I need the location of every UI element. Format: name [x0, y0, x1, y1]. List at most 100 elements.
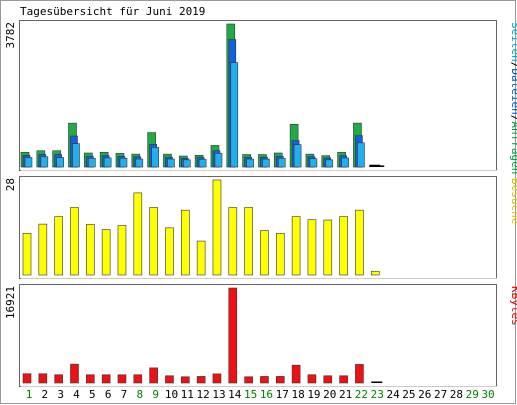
- day-label-13: 13: [212, 388, 225, 401]
- bar-seiten-day-10: [167, 158, 175, 168]
- bar-besuche-day-11: [181, 209, 190, 276]
- bar-kbytes-day-4: [70, 363, 79, 384]
- bar-seiten-day-13: [214, 153, 223, 168]
- day-label-15: 15: [244, 388, 257, 401]
- bar-besuche-day-13: [212, 179, 222, 276]
- legend-part: /: [509, 115, 517, 122]
- bar-besuche-day-9: [149, 207, 158, 276]
- bar-kbytes-day-17: [275, 376, 285, 384]
- bar-besuche-day-23: [370, 270, 380, 276]
- day-label-11: 11: [181, 388, 194, 401]
- day-label-27: 27: [434, 388, 447, 401]
- chart-panels: 3782Seiten/Dateien/Anfragen28Besuche1692…: [4, 20, 517, 387]
- bar-besuche-day-8: [133, 192, 143, 276]
- bar-seiten-day-11: [183, 159, 191, 168]
- bar-kbytes-day-23: [371, 381, 383, 383]
- bar-seiten-day-9: [151, 147, 159, 168]
- legend-part: /: [509, 62, 517, 69]
- bar-seiten-day-20: [325, 159, 334, 168]
- day-label-7: 7: [121, 388, 128, 401]
- series-legend: KBytes: [509, 286, 517, 326]
- day-label-23: 23: [371, 388, 384, 401]
- series-seiten: [24, 62, 385, 168]
- bar-seiten-day-3: [56, 157, 64, 168]
- bar-besuche-day-6: [101, 229, 111, 276]
- bar-kbytes-day-1: [22, 373, 32, 384]
- legend-part: Besuche: [509, 178, 517, 224]
- bar-kbytes-day-5: [86, 374, 95, 384]
- bar-kbytes-day-18: [291, 364, 301, 384]
- day-label-1: 1: [26, 388, 33, 401]
- bar-seiten-day-15: [246, 158, 254, 168]
- bar-seiten-day-19: [309, 158, 318, 168]
- day-label-2: 2: [42, 388, 49, 401]
- bar-kbytes-day-21: [339, 375, 348, 384]
- bar-besuche-day-7: [117, 225, 127, 276]
- bar-besuche-day-18: [291, 216, 301, 276]
- bar-seiten-day-6: [103, 157, 112, 168]
- bar-kbytes-day-11: [181, 376, 190, 384]
- bar-besuche-day-1: [22, 232, 32, 276]
- bar-kbytes-day-16: [260, 376, 269, 384]
- bar-kbytes-day-7: [117, 374, 127, 384]
- bar-seiten-day-7: [119, 158, 128, 168]
- panel-frame: [19, 20, 497, 171]
- bar-kbytes-day-6: [101, 374, 111, 384]
- bar-besuche-day-10: [165, 227, 174, 276]
- y-max-label: 16921: [4, 286, 17, 319]
- legend-part: Seiten: [509, 22, 517, 62]
- y-max-label: 28: [4, 178, 17, 191]
- bar-besuche-day-17: [275, 232, 285, 276]
- bar-seiten-day-14: [230, 62, 239, 168]
- x-axis-day-labels: 1 2 3 4 5 6 7 8 9 10 11 12 13 14 15 16 17 18 19 20 21 22 23 24 2…: [26, 388, 495, 401]
- bar-besuche-day-5: [86, 224, 95, 276]
- bar-kbytes-day-13: [212, 373, 222, 384]
- panel-frame: [19, 176, 497, 279]
- bar-seiten-day-12: [198, 159, 207, 168]
- day-label-26: 26: [418, 388, 431, 401]
- bar-kbytes-day-8: [133, 374, 143, 384]
- bar-seiten-day-4: [72, 143, 80, 168]
- bar-besuche-day-2: [38, 223, 48, 276]
- bar-besuche-day-22: [355, 209, 364, 276]
- day-label-17: 17: [276, 388, 289, 401]
- bar-seiten-day-2: [40, 156, 49, 168]
- day-label-21: 21: [339, 388, 352, 401]
- bar-seiten-day-18: [293, 144, 302, 168]
- bar-seiten-day-21: [341, 157, 349, 168]
- bar-besuche-day-20: [323, 219, 333, 276]
- bar-kbytes-day-19: [307, 374, 317, 384]
- legend-part: Dateien: [509, 68, 517, 114]
- bar-besuche-day-3: [54, 216, 63, 276]
- bar-seiten-day-22: [357, 142, 365, 168]
- bar-seiten-day-8: [135, 158, 144, 168]
- bar-seiten-day-1: [24, 157, 33, 168]
- bar-besuche-day-21: [339, 216, 348, 276]
- day-label-10: 10: [165, 388, 178, 401]
- day-label-3: 3: [57, 388, 64, 401]
- bar-kbytes-day-20: [323, 375, 333, 384]
- bar-kbytes-day-10: [165, 375, 174, 384]
- series-legend: Besuche: [509, 178, 517, 224]
- day-label-14: 14: [228, 388, 242, 401]
- bar-besuche-day-4: [70, 207, 79, 276]
- day-label-24: 24: [386, 388, 400, 401]
- bar-seiten-day-17: [277, 158, 286, 168]
- series-kbytes: [22, 287, 383, 384]
- bar-besuche-day-15: [244, 207, 253, 276]
- bar-kbytes-day-15: [244, 376, 253, 384]
- bar-kbytes-day-14: [228, 287, 238, 384]
- bar-besuche-day-12: [196, 240, 206, 276]
- bar-kbytes-day-9: [149, 367, 158, 384]
- panel-3: 16921 KBytes: [4, 284, 517, 387]
- chart-title: Tagesübersicht für Juni 2019: [20, 5, 205, 18]
- bar-besuche-day-16: [260, 230, 269, 276]
- day-label-29: 29: [466, 388, 479, 401]
- y-max-label: 3782: [4, 22, 17, 49]
- bar-kbytes-day-2: [38, 373, 48, 384]
- day-label-4: 4: [73, 388, 80, 401]
- day-label-20: 20: [323, 388, 336, 401]
- day-label-25: 25: [402, 388, 415, 401]
- panel-frame: [19, 284, 497, 387]
